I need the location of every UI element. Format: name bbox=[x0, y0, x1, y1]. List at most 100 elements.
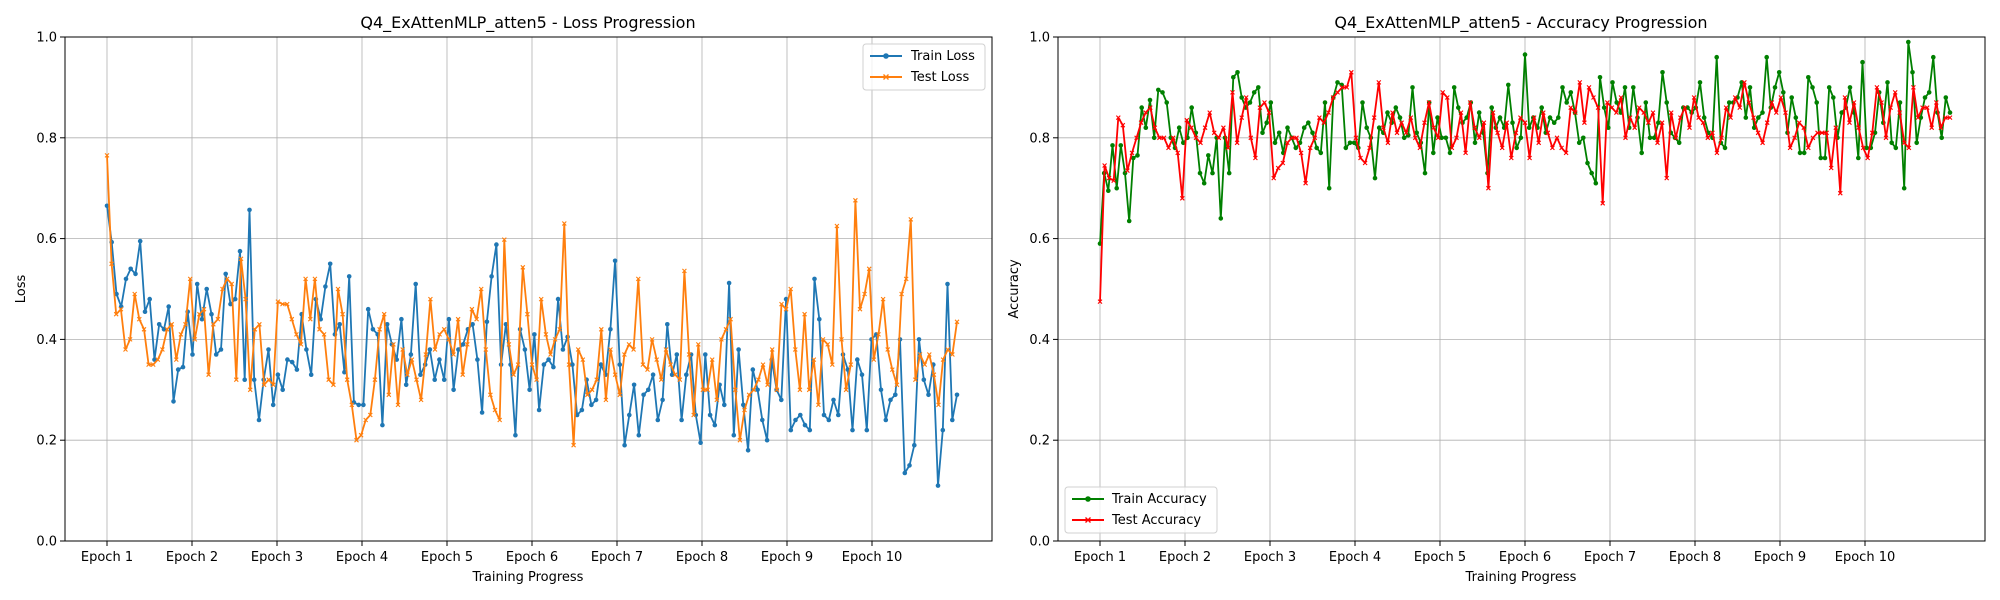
train-accuracy-point bbox=[1164, 100, 1169, 105]
test-accuracy-point bbox=[1390, 110, 1395, 115]
test-accuracy-point bbox=[1262, 100, 1267, 105]
test-loss-point bbox=[400, 347, 406, 352]
test-loss-point bbox=[751, 387, 757, 393]
train-accuracy-point bbox=[1926, 90, 1932, 95]
test-loss-point bbox=[344, 377, 350, 383]
test-loss-point bbox=[774, 387, 780, 393]
test-loss-point bbox=[728, 316, 733, 322]
train-loss-point bbox=[836, 412, 841, 418]
test-accuracy-point bbox=[1664, 175, 1670, 181]
test-accuracy-point bbox=[1897, 110, 1903, 115]
train-accuracy-point bbox=[1631, 85, 1636, 90]
train-loss-point bbox=[755, 387, 760, 393]
test-accuracy-point bbox=[1152, 125, 1158, 131]
train-loss-point bbox=[451, 387, 456, 393]
train-loss-point bbox=[513, 432, 518, 438]
test-loss-point bbox=[732, 387, 738, 393]
train-accuracy-point bbox=[1114, 185, 1119, 191]
train-loss-point bbox=[669, 372, 675, 378]
accuracy-legend-train-marker bbox=[1085, 496, 1091, 502]
train-accuracy-point bbox=[1526, 125, 1532, 130]
test-accuracy-point bbox=[1869, 130, 1875, 136]
train-accuracy-point bbox=[1922, 95, 1928, 100]
train-accuracy-point bbox=[1701, 115, 1707, 120]
train-accuracy-point bbox=[1939, 135, 1944, 141]
test-loss-point bbox=[668, 362, 673, 367]
loss-series bbox=[104, 153, 960, 488]
test-accuracy-point bbox=[1184, 117, 1190, 123]
train-accuracy-point bbox=[1272, 140, 1278, 146]
test-loss-point bbox=[164, 326, 170, 332]
accuracy-y-tick-label: 0.0 bbox=[1029, 535, 1050, 550]
loss-chart: Q4_ExAttenMLP_atten5 - Loss Progression … bbox=[14, 13, 993, 585]
train-accuracy-point bbox=[1310, 130, 1315, 136]
test-loss-point bbox=[275, 299, 281, 304]
train-loss-point bbox=[128, 266, 133, 272]
test-accuracy-point bbox=[1609, 105, 1615, 110]
test-accuracy-point bbox=[1773, 110, 1779, 115]
test-accuracy-point bbox=[1874, 85, 1880, 90]
train-loss-point bbox=[684, 372, 689, 378]
train-accuracy-point bbox=[1664, 100, 1669, 105]
test-accuracy-point bbox=[1399, 120, 1404, 126]
train-loss-point bbox=[142, 309, 148, 315]
test-accuracy-point bbox=[1426, 100, 1432, 105]
test-loss-point bbox=[460, 372, 466, 378]
train-loss-point bbox=[655, 417, 661, 423]
train-accuracy-point bbox=[1518, 135, 1524, 141]
test-accuracy-point bbox=[1234, 140, 1240, 146]
train-accuracy-point bbox=[1143, 125, 1149, 130]
loss-y-tick-label: 0.4 bbox=[36, 333, 57, 348]
test-accuracy-point bbox=[1367, 145, 1372, 151]
train-accuracy-point bbox=[1197, 170, 1203, 176]
train-loss-point bbox=[726, 280, 732, 286]
train-accuracy-point bbox=[1239, 95, 1244, 100]
test-accuracy-point bbox=[1312, 135, 1318, 141]
train-loss-point bbox=[864, 427, 870, 433]
train-accuracy-point bbox=[1743, 115, 1749, 120]
train-loss-point bbox=[560, 347, 566, 352]
test-loss-point bbox=[335, 286, 341, 292]
train-loss-point bbox=[475, 357, 480, 362]
train-accuracy-point bbox=[1660, 70, 1665, 75]
test-accuracy-point bbox=[1536, 140, 1542, 146]
test-loss-point bbox=[802, 311, 807, 317]
train-accuracy-point bbox=[1397, 115, 1403, 120]
test-loss-point bbox=[395, 402, 401, 408]
test-loss-point bbox=[474, 316, 479, 322]
test-loss-point bbox=[709, 357, 715, 362]
test-accuracy-point bbox=[1275, 165, 1281, 171]
train-accuracy-point bbox=[1189, 105, 1194, 110]
test-loss-point bbox=[922, 362, 928, 367]
train-accuracy-point bbox=[1139, 105, 1144, 110]
train-loss-point bbox=[878, 387, 884, 393]
accuracy-x-tick-label: Epoch 8 bbox=[1669, 550, 1721, 565]
test-loss-point bbox=[525, 311, 530, 317]
test-loss-point bbox=[391, 342, 396, 347]
test-accuracy-point bbox=[1805, 145, 1811, 151]
train-loss-point bbox=[859, 372, 865, 378]
test-loss-point bbox=[220, 286, 225, 292]
train-loss-point bbox=[228, 301, 233, 307]
train-loss-point bbox=[304, 347, 309, 352]
train-accuracy-point bbox=[1793, 115, 1799, 120]
train-loss-point bbox=[546, 357, 551, 362]
train-loss-point bbox=[484, 319, 490, 325]
train-loss-point bbox=[418, 372, 423, 378]
accuracy-plot-frame bbox=[1057, 36, 1986, 542]
loss-legend-train-label: Train Loss bbox=[910, 49, 975, 64]
train-accuracy-point bbox=[1256, 85, 1261, 90]
train-loss-point bbox=[622, 442, 627, 448]
test-accuracy-point bbox=[1833, 125, 1839, 131]
train-loss-point bbox=[812, 276, 817, 282]
train-loss-point bbox=[631, 382, 637, 388]
train-accuracy-point bbox=[1435, 115, 1440, 120]
test-accuracy-point bbox=[1600, 200, 1606, 206]
test-accuracy-point bbox=[1175, 150, 1181, 156]
test-loss-point bbox=[127, 337, 133, 342]
train-loss-point bbox=[788, 427, 794, 433]
train-loss-point bbox=[760, 417, 765, 423]
loss-x-tick-label: Epoch 9 bbox=[761, 550, 813, 565]
test-loss-point bbox=[492, 407, 498, 413]
train-loss-point bbox=[541, 362, 547, 367]
